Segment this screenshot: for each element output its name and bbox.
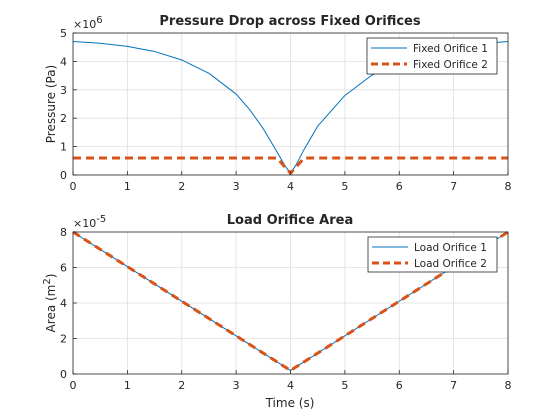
- bottom-y-ticks: 0 2 4 6 8: [60, 226, 77, 381]
- y-tick-label: 2: [60, 333, 67, 346]
- y-tick-label: 0: [60, 368, 67, 381]
- pressure-drop-chart: 0 1 2 3 4 5 6 7 8 0 1 2 3 4 5 Pressure Drop across Fi…: [44, 14, 512, 193]
- x-tick-label: 0: [70, 180, 77, 193]
- x-tick-label: 3: [233, 379, 240, 392]
- y-tick-label: 5: [60, 27, 67, 40]
- top-legend-label-1: Fixed Orifice 1: [413, 43, 488, 55]
- bottom-y-exponent-base: ×10: [73, 217, 96, 230]
- x-tick-label: 4: [287, 180, 294, 193]
- top-y-axis-label: Pressure (Pa): [44, 65, 58, 143]
- x-tick-label: 7: [450, 379, 457, 392]
- y-tick-label: 1: [60, 141, 67, 154]
- y-tick-label: 2: [60, 112, 67, 125]
- top-y-exponent-base: ×10: [73, 18, 96, 31]
- bottom-y-exponent: ×10-5: [73, 214, 106, 230]
- load-orifice-area-chart: 0 1 2 3 4 5 6 7 8 0 2 4 6 8 Load Orifice Area Area (…: [42, 213, 512, 410]
- y-tick-label: 6: [60, 262, 67, 275]
- y-tick-label: 3: [60, 84, 67, 97]
- x-tick-label: 2: [178, 180, 185, 193]
- top-y-exponent: ×106: [73, 15, 103, 31]
- bottom-legend-label-1: Load Orifice 1: [414, 242, 487, 254]
- y-tick-label: 4: [60, 55, 67, 68]
- top-y-ticks: 0 1 2 3 4 5: [60, 27, 77, 182]
- x-tick-label: 6: [396, 180, 403, 193]
- bottom-y-axis-label: Area (m2): [42, 274, 58, 333]
- x-tick-label: 8: [505, 180, 512, 193]
- bottom-y-exponent-power: -5: [96, 214, 106, 225]
- top-x-ticks: 0 1 2 3 4 5 6 7 8: [70, 171, 512, 193]
- x-tick-label: 1: [124, 379, 131, 392]
- x-tick-label: 1: [124, 180, 131, 193]
- top-legend-label-2: Fixed Orifice 2: [413, 59, 488, 71]
- bottom-y-axis-label-main: Area (m: [44, 285, 58, 333]
- bottom-y-axis-label-sup: 2: [42, 278, 53, 284]
- x-tick-label: 0: [70, 379, 77, 392]
- bottom-y-axis-label-end: ): [44, 274, 58, 279]
- x-tick-label: 7: [450, 180, 457, 193]
- bottom-x-ticks: 0 1 2 3 4 5 6 7 8: [70, 370, 512, 392]
- y-tick-label: 0: [60, 169, 67, 182]
- x-tick-label: 3: [233, 180, 240, 193]
- bottom-chart-title: Load Orifice Area: [227, 213, 353, 228]
- bottom-legend-label-2: Load Orifice 2: [414, 258, 487, 270]
- top-y-exponent-power: 6: [96, 15, 102, 26]
- top-legend: Fixed Orifice 1 Fixed Orifice 2: [366, 37, 498, 75]
- bottom-legend: Load Orifice 1 Load Orifice 2: [367, 236, 498, 273]
- top-chart-title: Pressure Drop across Fixed Orifices: [159, 14, 420, 29]
- top-legend-box: [366, 37, 498, 75]
- bottom-legend-box: [367, 236, 498, 273]
- x-tick-label: 6: [396, 379, 403, 392]
- x-tick-label: 4: [287, 379, 294, 392]
- x-tick-label: 2: [178, 379, 185, 392]
- x-tick-label: 5: [341, 180, 348, 193]
- y-tick-label: 4: [60, 297, 67, 310]
- y-tick-label: 8: [60, 226, 67, 239]
- x-tick-label: 5: [341, 379, 348, 392]
- x-tick-label: 8: [505, 379, 512, 392]
- bottom-x-axis-label: Time (s): [265, 396, 315, 410]
- series-line-2: [72, 230, 509, 372]
